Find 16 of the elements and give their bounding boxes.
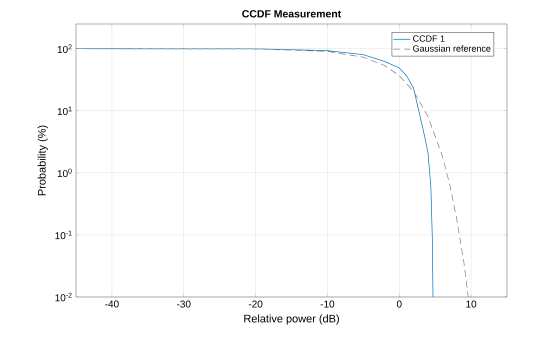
- y-tick-label: 10$^{-2}$: [55, 292, 72, 302]
- y-axis-title: Probability (%): [38, 126, 48, 196]
- x-tick-label: 0: [396, 300, 402, 308]
- legend-label: CCDF 1: [413, 35, 445, 42]
- x-tick-label: -30: [176, 300, 191, 308]
- x-tick-label: -20: [248, 300, 262, 308]
- y-tick-label: 10$^{1}$: [58, 106, 72, 116]
- x-tick-label: -40: [105, 300, 119, 308]
- chart-title: CCDF Measurement: [242, 10, 342, 18]
- x-tick-label: 10: [466, 300, 476, 308]
- y-tick-label: 10$^{0}$: [58, 168, 72, 178]
- x-tick-label: -10: [320, 300, 334, 308]
- y-tick-label: 10$^{2}$: [58, 44, 72, 53]
- x-axis-title: Relative power (dB): [244, 314, 339, 325]
- legend-label: Gaussian reference: [413, 45, 490, 52]
- y-tick-label: 10$^{-1}$: [55, 230, 72, 240]
